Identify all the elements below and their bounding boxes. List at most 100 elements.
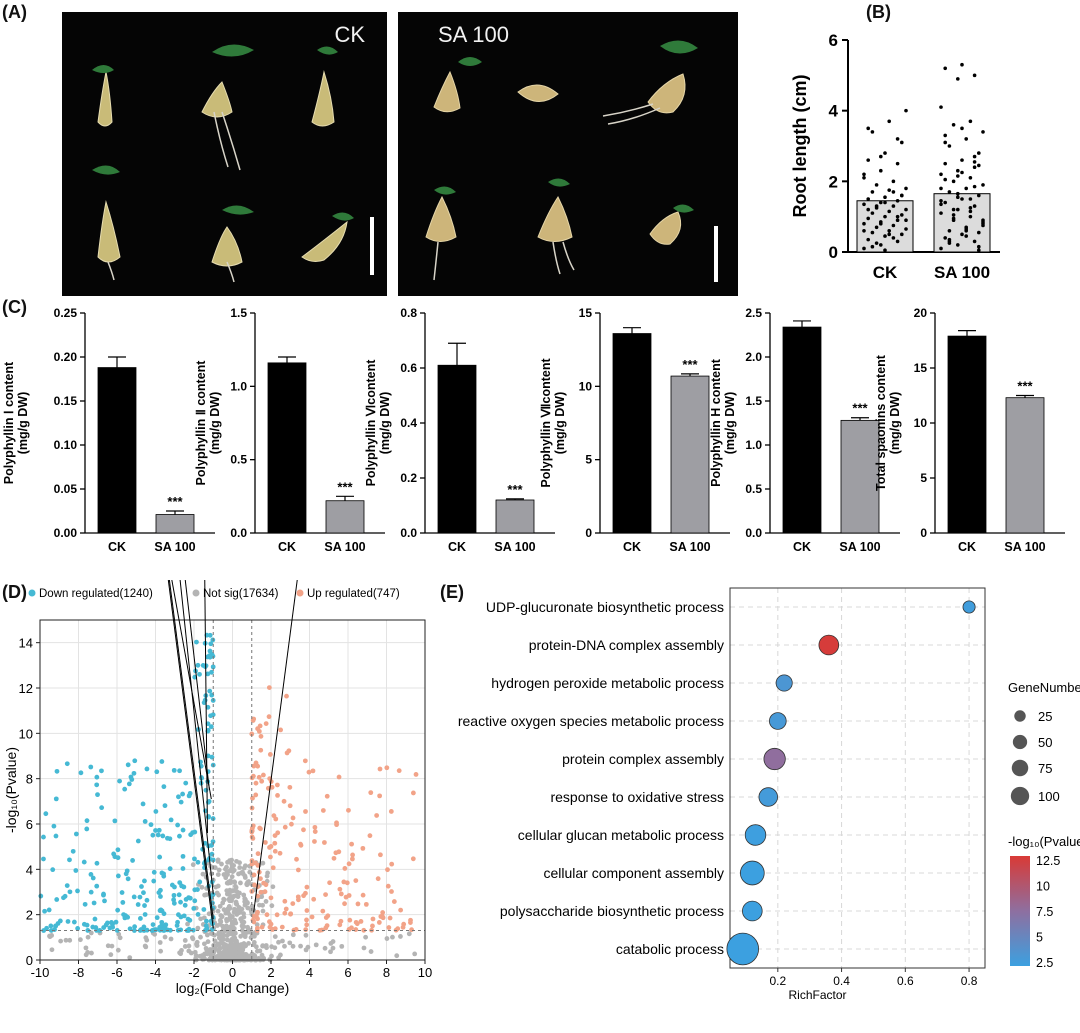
point-down [183, 780, 189, 786]
point-up [284, 693, 289, 699]
point-up [368, 790, 374, 796]
point-up [312, 829, 318, 835]
point-notsig [215, 908, 221, 914]
point-up [391, 899, 397, 904]
data-point-b [951, 207, 956, 212]
point-down [113, 919, 119, 925]
point-up [253, 792, 259, 798]
x-tick-label-d: 10 [418, 965, 432, 980]
point-down [142, 912, 148, 917]
annotation-leader-d [179, 580, 214, 895]
point-notsig [204, 892, 209, 898]
point-down [115, 855, 121, 861]
point-notsig [363, 934, 369, 940]
point-up [312, 824, 318, 830]
bubble-e [739, 860, 765, 886]
point-notsig [220, 923, 226, 929]
data-point-b [960, 170, 964, 175]
point-down [162, 803, 168, 809]
point-up [317, 927, 323, 933]
point-down [207, 688, 213, 694]
point-up [302, 758, 308, 764]
point-notsig [88, 930, 94, 936]
y-tick-label-c: 0.0 [230, 526, 247, 540]
point-down [151, 878, 157, 884]
photo-ck-seedlings [92, 44, 374, 283]
data-point-b [968, 206, 973, 210]
point-down [194, 639, 199, 645]
point-notsig [178, 951, 184, 957]
point-down [125, 876, 131, 882]
term-label-e: UDP-glucuronate biosynthetic process [486, 599, 724, 615]
point-up [270, 865, 276, 871]
point-notsig [231, 932, 236, 938]
point-down [127, 926, 133, 932]
point-up [374, 813, 380, 818]
point-down [192, 898, 198, 904]
point-down [65, 919, 71, 924]
data-point-b [866, 126, 870, 131]
point-down [84, 818, 90, 824]
data-point-b [964, 229, 968, 233]
point-up [350, 856, 355, 862]
point-up [342, 866, 348, 871]
x-tick-label-c: CK [793, 540, 811, 554]
data-point-b [874, 225, 879, 230]
point-down [101, 891, 106, 897]
point-up [257, 825, 263, 831]
point-up [272, 848, 278, 854]
point-notsig [236, 871, 241, 877]
point-notsig [270, 884, 276, 890]
bar-c-0 [612, 333, 652, 534]
point-notsig [232, 906, 237, 912]
bubble-e [742, 900, 763, 922]
data-point-b [956, 168, 960, 173]
point-down [94, 774, 100, 780]
point-up [346, 807, 351, 813]
color-legend-label-e: 10 [1036, 880, 1050, 894]
point-down [144, 766, 150, 772]
color-legend-label-e: 2.5 [1036, 956, 1053, 970]
point-down [161, 871, 166, 877]
point-down [210, 664, 216, 670]
point-notsig [188, 950, 194, 956]
point-up [410, 856, 416, 862]
point-down [150, 832, 156, 838]
point-down [150, 927, 156, 933]
point-up [331, 855, 337, 861]
size-legend-title-e: GeneNumber [1008, 680, 1080, 695]
point-notsig [241, 924, 247, 929]
data-point-b [866, 237, 870, 242]
data-point-b [883, 248, 887, 253]
point-down [131, 928, 137, 933]
point-down [102, 898, 107, 904]
data-point-b [947, 229, 952, 233]
point-notsig [241, 914, 247, 920]
data-point-b [968, 197, 973, 201]
point-up [354, 921, 360, 927]
term-label-e: response to oxidative stress [550, 789, 724, 805]
point-down [112, 818, 118, 824]
point-notsig [158, 948, 164, 954]
point-up [277, 850, 283, 856]
point-notsig [368, 949, 374, 954]
data-point-b [879, 200, 883, 205]
point-down [209, 669, 214, 675]
data-point-b [951, 179, 956, 184]
point-down [139, 884, 144, 889]
point-notsig [225, 937, 230, 943]
point-down [210, 857, 216, 863]
data-point-b [960, 232, 964, 237]
point-down [88, 764, 94, 770]
point-notsig [361, 945, 367, 951]
point-up [283, 906, 289, 912]
point-notsig [249, 909, 254, 915]
point-up [251, 872, 257, 878]
data-point-b [891, 223, 896, 228]
y-axis-unit-c: (mg/g DW) [723, 392, 737, 454]
point-notsig [264, 873, 270, 879]
significance-label-c: *** [1017, 379, 1033, 394]
point-notsig [222, 952, 228, 958]
y-tick-label-d: 0 [26, 953, 33, 968]
y-tick-label-c: 0.0 [745, 526, 762, 540]
